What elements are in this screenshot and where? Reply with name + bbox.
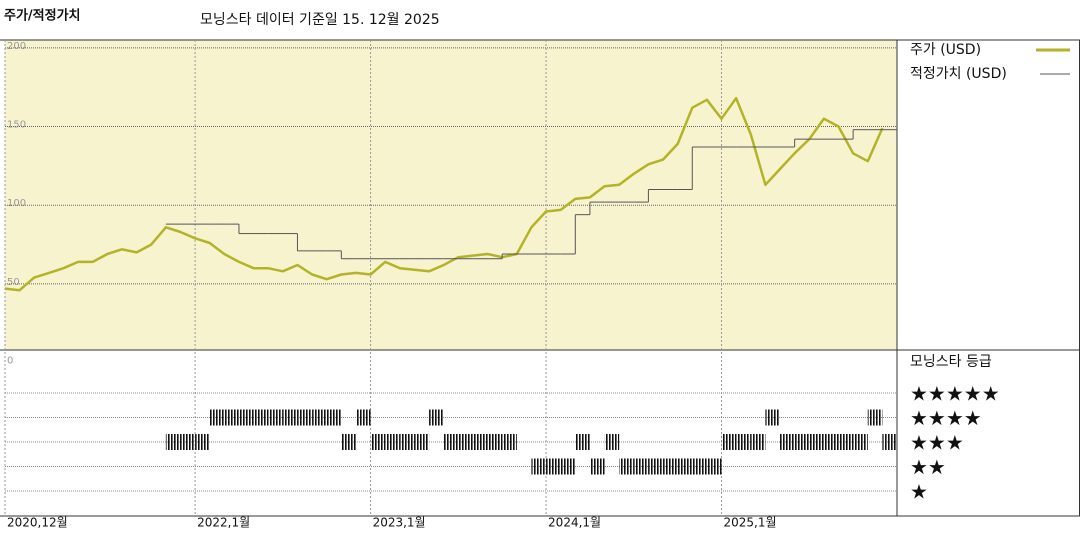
rating-bar bbox=[648, 458, 664, 475]
rating-bar bbox=[370, 434, 386, 450]
rating-bar bbox=[326, 409, 342, 426]
rating-bar bbox=[589, 458, 605, 475]
rating-bar bbox=[560, 458, 576, 475]
rating-bar bbox=[209, 409, 225, 426]
plot-background bbox=[5, 40, 897, 350]
x-tick-label: 2023,1월 bbox=[373, 516, 426, 530]
y-tick-label: 100 bbox=[7, 198, 26, 209]
rating-bar bbox=[385, 434, 400, 450]
rating-bar bbox=[180, 434, 196, 450]
rating-bar bbox=[838, 434, 854, 450]
rating-bar bbox=[458, 434, 473, 450]
y-tick-label: 150 bbox=[7, 120, 26, 131]
rating-bar bbox=[472, 434, 488, 450]
rating-bar bbox=[224, 409, 239, 426]
rating-label: ★★★★★ bbox=[910, 382, 1000, 406]
rating-bar bbox=[706, 458, 722, 475]
rating-label: ★★★ bbox=[910, 431, 964, 455]
x-tick-label: 2022,1월 bbox=[197, 516, 250, 530]
rating-bar bbox=[399, 434, 415, 450]
chart-title: 주가/적정가치 bbox=[4, 8, 81, 24]
y-tick-label: 0 bbox=[7, 356, 13, 367]
rating-bar bbox=[809, 434, 824, 450]
price-line bbox=[4, 96, 884, 292]
rating-bar bbox=[575, 434, 590, 450]
rating-bar bbox=[853, 434, 868, 450]
rating-bar bbox=[238, 409, 254, 426]
rating-bar bbox=[823, 434, 839, 450]
rating-bar bbox=[341, 434, 356, 450]
legend-label: 주가 (USD) bbox=[910, 42, 981, 58]
rating-bar bbox=[619, 458, 634, 475]
rating-bar bbox=[663, 458, 678, 475]
rating-bar bbox=[253, 409, 269, 426]
rating-bar bbox=[794, 434, 810, 450]
rating-bar bbox=[633, 458, 649, 475]
rating-bar bbox=[692, 458, 707, 475]
rating-bar bbox=[355, 409, 371, 426]
rating-bar bbox=[750, 434, 766, 450]
rating-bar bbox=[443, 434, 459, 450]
rating-bar bbox=[882, 434, 897, 450]
rating-label: ★ bbox=[910, 480, 928, 504]
rating-bar bbox=[604, 434, 620, 450]
rating-bar bbox=[487, 434, 503, 450]
rating-bar bbox=[195, 434, 210, 450]
rating-bar bbox=[312, 409, 327, 426]
rating-title: 모닝스타 등급 bbox=[910, 354, 992, 370]
x-tick-label: 2025,1월 bbox=[724, 516, 777, 530]
rating-bar bbox=[414, 434, 430, 450]
y-tick-label: 200 bbox=[7, 41, 26, 52]
rating-bar bbox=[780, 434, 795, 450]
rating-bar bbox=[721, 434, 737, 450]
rating-bar bbox=[165, 434, 181, 450]
rating-bar bbox=[531, 458, 547, 475]
rating-bar bbox=[268, 409, 283, 426]
rating-label: ★★★★ bbox=[910, 406, 982, 430]
legend-label: 적정가치 (USD) bbox=[910, 66, 1007, 82]
rating-bar bbox=[765, 409, 781, 426]
rating-bar bbox=[867, 409, 883, 426]
chart-subtitle: 모닝스타 데이터 기준일 15. 12월 2025 bbox=[200, 12, 440, 28]
rating-bar bbox=[429, 409, 444, 426]
rating-label: ★★ bbox=[910, 455, 946, 479]
x-tick-label: 2020,12월 bbox=[7, 516, 68, 530]
rating-bar bbox=[282, 409, 298, 426]
rating-bar bbox=[677, 458, 693, 475]
rating-bar bbox=[297, 409, 313, 426]
x-tick-label: 2024,1월 bbox=[548, 516, 601, 530]
y-tick-label: 50 bbox=[7, 277, 20, 288]
rating-bar bbox=[736, 434, 751, 450]
rating-bar bbox=[502, 434, 517, 450]
rating-bar bbox=[546, 458, 561, 475]
